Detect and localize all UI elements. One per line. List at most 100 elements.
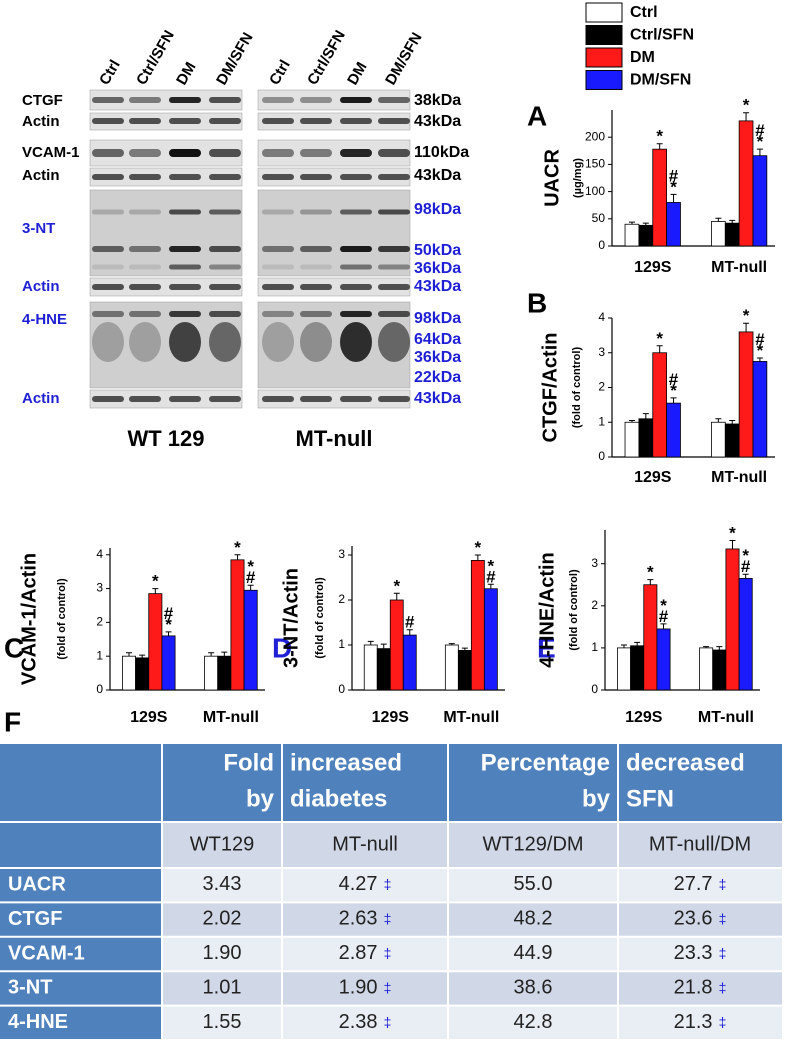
blot-band (92, 396, 124, 402)
row-label-cell (0, 971, 162, 1006)
cell-value: 1.01 (203, 977, 242, 999)
significance-symbol: * (165, 615, 172, 634)
subheader-cell: MT-null (332, 833, 398, 855)
cell-value: 23.6 (674, 908, 713, 930)
data-cell: 21.8 ‡ (674, 977, 727, 999)
significance-mark: * # (741, 547, 751, 577)
y-tick-label: 100 (585, 184, 605, 198)
significance-mark: * (647, 563, 654, 582)
y-axis-label: UACR (541, 149, 563, 207)
blot-band (209, 97, 241, 103)
bar (363, 644, 378, 691)
significance-mark: * # (659, 596, 669, 626)
bar (204, 655, 219, 691)
blot-band (129, 284, 161, 290)
error-bar (743, 322, 750, 332)
y-tick-label: 2 (591, 598, 598, 612)
panel-letter: C (4, 632, 24, 663)
data-cell: 44.9 (514, 942, 553, 964)
lane-label: Ctrl/SFN (133, 28, 178, 88)
blot-band (129, 97, 161, 103)
cell-value: 21.3 (674, 1011, 713, 1033)
blot-band (340, 322, 372, 362)
kda-label: 98kDa (414, 201, 461, 218)
significance-mark: * (234, 538, 241, 557)
blot-band (300, 149, 332, 157)
header-cell: by (246, 785, 275, 812)
blot-band (300, 396, 332, 402)
error-bar (656, 143, 663, 150)
error-bar (670, 193, 677, 203)
blot-band (262, 174, 294, 180)
error-bar (234, 554, 241, 560)
bar (161, 635, 176, 691)
significance-symbol: * (647, 563, 654, 582)
error-bar (406, 629, 413, 636)
significance-symbol: # (659, 607, 669, 626)
blot-band (92, 97, 124, 103)
significance-mark: # * (669, 167, 679, 197)
blot-band (262, 311, 294, 317)
row-label: VCAM-1 (22, 144, 80, 161)
bar (652, 148, 668, 247)
row-label: Actin (22, 278, 60, 295)
significance-mark: # * (164, 604, 174, 634)
lane-label: DM (173, 59, 199, 88)
blot-band (378, 246, 410, 252)
significance-symbol: * (743, 96, 750, 115)
data-row (162, 902, 782, 937)
lane-label: DM (344, 59, 370, 88)
x-tick-label: 129S (634, 259, 672, 276)
blot-band (92, 322, 124, 362)
blot-band (340, 311, 372, 317)
blot-band (262, 246, 294, 252)
legend-swatch (585, 47, 623, 68)
x-tick-label: MT-null (443, 709, 499, 726)
blot-band (340, 246, 372, 252)
subheader-cell: MT-null/DM (649, 833, 751, 855)
bar (148, 593, 163, 691)
blot-band (169, 284, 201, 290)
blot-band (92, 209, 124, 215)
blot-band (92, 149, 124, 157)
y-axis-label: CTGF/Actin (539, 333, 561, 443)
y-tick-label: 3 (338, 547, 345, 561)
y-tick-label: 3 (598, 345, 605, 359)
error-bar (729, 420, 736, 424)
lane-label: Ctrl (96, 57, 124, 88)
error-bar (670, 397, 677, 404)
blot-band (378, 118, 410, 124)
significance-flag: ‡ (384, 1014, 392, 1030)
cell-value: 4.27 (339, 873, 378, 895)
bar (444, 644, 459, 691)
bar (402, 634, 417, 691)
significance-flag: ‡ (719, 979, 727, 995)
kda-label: 36kDa (414, 349, 461, 366)
blot-strip (89, 167, 243, 187)
y-axis-label: 3-NT/Actin (280, 568, 302, 668)
data-cell: 2.63 ‡ (339, 908, 392, 930)
blot-band (129, 246, 161, 252)
bar (666, 402, 681, 458)
x-tick-label: 129S (372, 709, 410, 726)
kda-label: 98kDa (414, 310, 461, 327)
error-bar (139, 654, 146, 658)
significance-mark: * (729, 524, 736, 543)
y-tick-label: 150 (585, 157, 605, 171)
kda-label: 43kDa (414, 390, 461, 407)
bar (656, 628, 671, 691)
row-label: 3-NT (8, 977, 52, 999)
blot-band (209, 311, 241, 317)
bar (483, 588, 498, 691)
data-cell: 38.6 (514, 977, 553, 999)
y-tick-label: 0 (338, 682, 345, 696)
y-tick-label: 0 (598, 238, 605, 252)
y-axis-sublabel: (fold of control) (314, 577, 326, 659)
cell-value: 3.43 (203, 873, 242, 895)
bar (243, 589, 258, 691)
subheader-cell: WT129 (190, 833, 254, 855)
blot-band (129, 209, 161, 215)
header-cell: increased (290, 749, 402, 776)
data-cell: 48.2 (514, 908, 553, 930)
error-bar (125, 652, 132, 657)
